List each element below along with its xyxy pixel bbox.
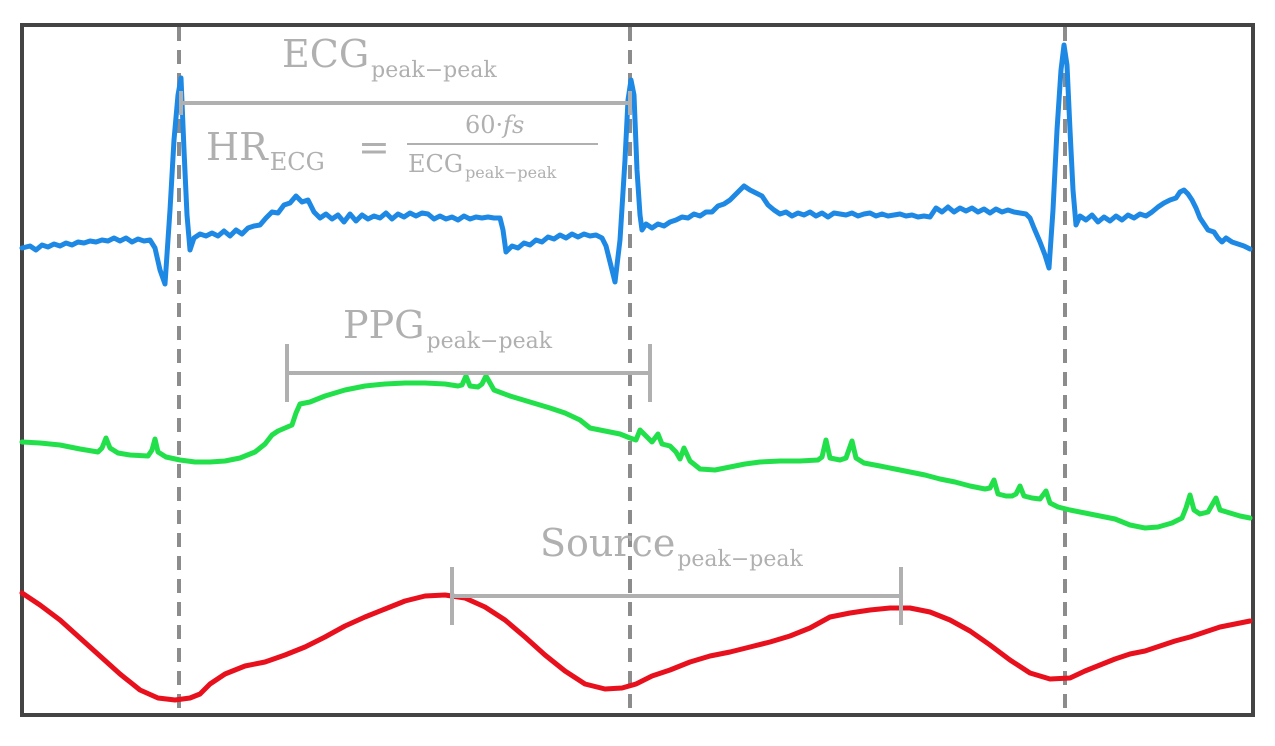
source-interval-sub: peak−peak xyxy=(677,547,803,572)
hr-formula-numerator: 60·fs xyxy=(465,111,524,139)
source-interval-bracket xyxy=(450,567,903,625)
hr-formula-numerator-var: fs xyxy=(501,111,524,139)
ppg-interval-base: PPG xyxy=(343,303,425,347)
ppg-interval-label: PPGpeak−peak xyxy=(343,303,553,354)
hr-formula-equals: = xyxy=(358,125,390,169)
ppg-signal xyxy=(19,373,1253,531)
ecg-interval-sub: peak−peak xyxy=(371,58,497,83)
ppg-interval-sub: peak−peak xyxy=(427,329,553,354)
hr-formula-denominator-sub: peak−peak xyxy=(465,163,557,182)
ecg-interval-bracket xyxy=(179,91,632,115)
ecg-signal xyxy=(19,42,1253,287)
hr-formula-lhs-sub: ECG xyxy=(270,148,325,176)
source-interval-label: Sourcepeak−peak xyxy=(540,521,804,572)
hr-formula-numerator-coef: 60· xyxy=(465,111,503,139)
hr-formula-denominator: ECG peak−peak xyxy=(408,150,557,182)
hr-formula-denominator-base: ECG xyxy=(408,150,463,178)
hr-formula-lhs-base: HR xyxy=(206,125,269,169)
hr-formula-lhs: HRECG xyxy=(206,125,325,176)
beat-markers xyxy=(177,27,1067,713)
hr-formula: HRECG = 60·fs ECG peak−peak xyxy=(206,111,598,182)
ecg-interval-label: ECGpeak−peak xyxy=(282,32,497,83)
plot-frame xyxy=(20,23,1255,717)
source-signal xyxy=(19,590,1253,703)
ecg-interval-base: ECG xyxy=(282,32,369,76)
source-interval-base: Source xyxy=(540,521,675,565)
ppg-interval-bracket xyxy=(285,344,652,402)
